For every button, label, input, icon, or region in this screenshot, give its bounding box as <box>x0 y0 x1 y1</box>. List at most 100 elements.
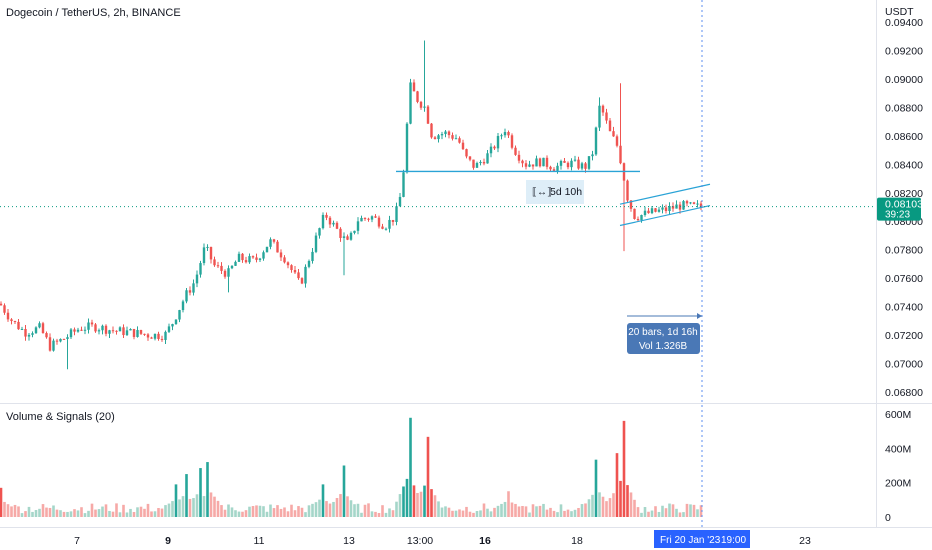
candle-body <box>153 333 157 339</box>
candle-body <box>685 201 689 204</box>
candle-body <box>293 270 297 273</box>
volume-bar <box>612 493 615 517</box>
volume-bar <box>66 511 69 517</box>
volume-bar <box>671 504 675 517</box>
candle-body <box>136 330 139 337</box>
candle-body <box>283 257 286 263</box>
volume-bar <box>178 499 181 517</box>
crosshair-date: Fri 20 Jan '23 <box>660 535 721 546</box>
candle-body <box>612 131 615 137</box>
candle-body <box>573 159 577 161</box>
volume-bar <box>507 491 510 517</box>
volume-bar <box>45 507 48 517</box>
candle-body <box>682 201 685 210</box>
candle-body <box>402 172 405 197</box>
candle-body <box>0 303 3 306</box>
volume-bar <box>6 504 10 517</box>
candle-body <box>559 160 563 166</box>
volume-bar <box>601 496 605 517</box>
time-axis: 7 9 11 13 13:00 16 18 23 <box>74 535 811 547</box>
candle-body <box>454 138 458 140</box>
volume-bar <box>370 511 374 517</box>
volume-bar <box>409 417 412 517</box>
volume-bar <box>101 506 104 517</box>
volume-bar <box>433 495 437 517</box>
candle-body <box>90 322 94 325</box>
volume-bar <box>538 505 542 517</box>
volume-bar <box>566 509 570 517</box>
candle-body <box>104 325 108 334</box>
volume-bar <box>584 503 587 517</box>
candle-body <box>244 260 248 263</box>
candle-body <box>577 159 580 169</box>
volume-bar <box>545 509 549 517</box>
candle-body <box>24 329 27 337</box>
volume-bar <box>104 504 108 517</box>
drawings[interactable] <box>0 0 876 527</box>
volume-bar <box>108 510 111 517</box>
volume-bar <box>458 509 461 517</box>
candle-body <box>629 200 633 209</box>
volume-bar <box>454 510 458 517</box>
price-tick: 0.09000 <box>885 74 923 86</box>
candle-body <box>370 216 374 220</box>
volume-bar <box>339 494 342 517</box>
candle-body <box>514 147 517 155</box>
candle-body <box>426 106 430 124</box>
volume-bar <box>437 501 440 517</box>
candle-body <box>174 319 178 325</box>
volume-bar <box>685 503 689 517</box>
time-tick: 13 <box>343 535 355 547</box>
candle-body <box>34 327 38 334</box>
volume-bar <box>31 511 34 517</box>
measure-box[interactable]: 20 bars, 1d 16h Vol 1.326B <box>627 313 702 354</box>
volume-bar <box>59 510 62 517</box>
candle-body <box>76 329 80 332</box>
volume-bar <box>591 494 594 517</box>
volume-bar <box>451 510 454 517</box>
candle-body <box>195 274 199 284</box>
volume-bar <box>206 462 209 517</box>
candle-body <box>636 218 640 221</box>
volume-bar <box>209 492 213 517</box>
candle-body <box>468 156 472 160</box>
price-tick: 0.07000 <box>885 359 923 371</box>
candle-body <box>472 159 475 168</box>
candle-body <box>199 263 202 275</box>
time-tick: 13:00 <box>407 535 433 547</box>
candle-body <box>332 222 335 225</box>
volume-bar <box>377 512 381 517</box>
candle-body <box>132 329 136 337</box>
measure-bars: 20 bars, 1d 16h <box>628 327 698 338</box>
volume-bar <box>402 486 405 517</box>
candle-body <box>615 136 619 146</box>
volume-bar <box>216 500 220 517</box>
volume-bar <box>517 506 521 517</box>
volume-bar <box>223 509 227 517</box>
candle-body <box>535 158 538 167</box>
candle-body <box>167 326 171 332</box>
price-tick: 0.07200 <box>885 330 923 342</box>
candle-body <box>62 338 66 340</box>
candle-body <box>510 135 514 148</box>
volume-bar <box>391 510 395 517</box>
candle-body <box>437 135 440 140</box>
candle-body <box>486 153 489 164</box>
candle-body <box>384 228 388 230</box>
volume-bar <box>629 492 633 517</box>
candle-body <box>87 322 90 330</box>
candle-body <box>416 91 419 102</box>
candle-body <box>517 154 521 161</box>
candle-body <box>213 259 216 266</box>
candle-body <box>521 160 524 164</box>
volume-bar <box>430 489 433 517</box>
volume-bar <box>213 496 216 517</box>
volume-bar <box>440 507 444 517</box>
range-annotation[interactable]: ⟦↔⟧ 5d 10h <box>526 180 584 204</box>
volume-bar <box>657 511 661 517</box>
candle-body <box>206 246 209 248</box>
candle-body <box>598 105 601 128</box>
volume-bar <box>647 511 650 517</box>
volume-bar <box>136 507 139 517</box>
